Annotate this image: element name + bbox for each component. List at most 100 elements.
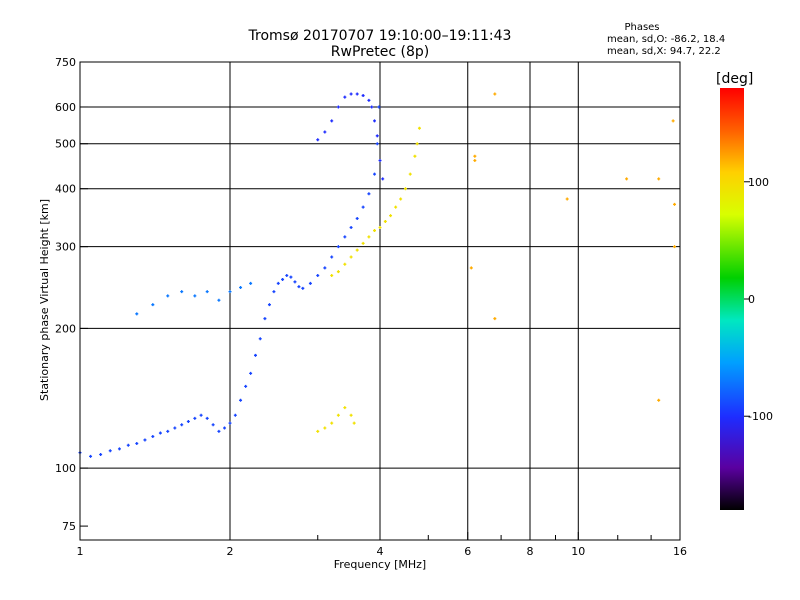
data-point xyxy=(355,217,359,221)
data-point xyxy=(367,235,371,239)
data-point xyxy=(233,413,237,417)
ticks-layer: 1 2 4 6 8 10 16 75 100 200 300 400 500 600 750 xyxy=(55,56,687,558)
data-point xyxy=(223,426,227,430)
data-point xyxy=(373,119,377,123)
data-point xyxy=(166,429,170,433)
data-point xyxy=(367,98,371,102)
y-tick-label: 75 xyxy=(62,520,76,533)
data-point xyxy=(151,303,155,307)
data-point xyxy=(349,92,353,96)
data-point xyxy=(205,416,209,420)
data-point xyxy=(99,452,103,456)
data-point xyxy=(394,205,398,209)
chart-subtitle: RwPretec (8p) xyxy=(331,44,429,60)
data-point xyxy=(375,142,379,146)
colorbar xyxy=(720,88,744,510)
y-axis-label: Stationary phase Virtual Height [km] xyxy=(38,199,51,401)
data-point xyxy=(343,406,347,410)
data-point xyxy=(349,413,353,417)
data-point xyxy=(352,421,356,425)
data-point xyxy=(565,197,569,201)
data-point xyxy=(205,290,209,294)
data-point xyxy=(323,266,327,270)
data-point xyxy=(413,154,417,158)
data-point xyxy=(336,413,340,417)
data-point xyxy=(143,438,147,442)
data-point xyxy=(473,154,477,158)
x-tick-label: 6 xyxy=(464,545,471,558)
data-point xyxy=(301,286,305,290)
y-tick-label: 300 xyxy=(55,241,76,254)
data-point xyxy=(367,192,371,196)
x-tick-label: 4 xyxy=(377,545,384,558)
data-point xyxy=(263,317,267,321)
data-point xyxy=(249,371,253,375)
data-point xyxy=(330,119,334,123)
data-point xyxy=(316,138,320,142)
data-point xyxy=(217,429,221,433)
data-point xyxy=(361,241,365,245)
data-point xyxy=(217,298,221,302)
data-point xyxy=(267,303,271,307)
data-point xyxy=(228,421,232,425)
data-point xyxy=(323,426,327,430)
data-point xyxy=(158,431,162,435)
data-point xyxy=(211,423,215,427)
data-point xyxy=(126,443,130,447)
data-point xyxy=(272,290,276,294)
data-point xyxy=(89,454,93,458)
data-point xyxy=(493,317,497,321)
chart-title: Tromsø 20170707 19:10:00–19:11:43 xyxy=(248,28,512,44)
data-point xyxy=(343,262,347,266)
data-point xyxy=(469,266,473,270)
x-tick-label: 16 xyxy=(673,545,687,558)
data-point xyxy=(193,416,197,420)
data-point xyxy=(361,205,365,209)
colorbar-tick-label: 100 xyxy=(748,176,769,189)
data-points-layer xyxy=(78,92,677,458)
data-point xyxy=(373,229,377,233)
data-point xyxy=(473,159,477,163)
data-point xyxy=(117,447,121,451)
data-point xyxy=(657,177,661,181)
data-point xyxy=(180,423,184,427)
x-tick-label: 1 xyxy=(77,545,84,558)
data-point xyxy=(316,429,320,433)
data-point xyxy=(671,119,675,123)
data-point xyxy=(199,413,203,417)
data-point xyxy=(193,294,197,298)
data-point xyxy=(180,290,184,294)
data-point xyxy=(293,280,297,284)
data-point xyxy=(330,274,334,278)
data-point xyxy=(349,225,353,229)
colorbar-ticks: -100 0 100 xyxy=(744,176,773,423)
data-point xyxy=(281,277,285,281)
data-point xyxy=(253,353,257,357)
data-point xyxy=(673,202,677,206)
x-tick-label: 8 xyxy=(527,545,534,558)
data-point xyxy=(308,281,312,285)
data-point xyxy=(239,286,243,290)
data-point xyxy=(657,398,661,402)
phases-line-x: mean, sd,X: 94.7, 22.2 xyxy=(607,46,721,57)
data-point xyxy=(316,274,320,278)
colorbar-label: [deg] xyxy=(716,71,753,87)
data-point xyxy=(249,281,253,285)
phases-line-o: mean, sd,O: -86.2, 18.4 xyxy=(607,34,725,45)
data-point xyxy=(361,94,365,98)
colorbar-tick-label: -100 xyxy=(748,410,773,423)
data-point xyxy=(389,214,393,218)
data-point xyxy=(381,177,385,181)
data-point xyxy=(323,130,327,134)
data-point xyxy=(244,384,248,388)
data-point xyxy=(258,337,262,341)
data-point xyxy=(343,95,347,99)
colorbar-tick-label: 0 xyxy=(748,293,755,306)
data-point xyxy=(276,281,280,285)
data-point xyxy=(186,420,190,424)
data-point xyxy=(415,142,419,146)
y-tick-label: 750 xyxy=(55,56,76,69)
data-point xyxy=(373,172,377,176)
data-point xyxy=(377,105,381,109)
